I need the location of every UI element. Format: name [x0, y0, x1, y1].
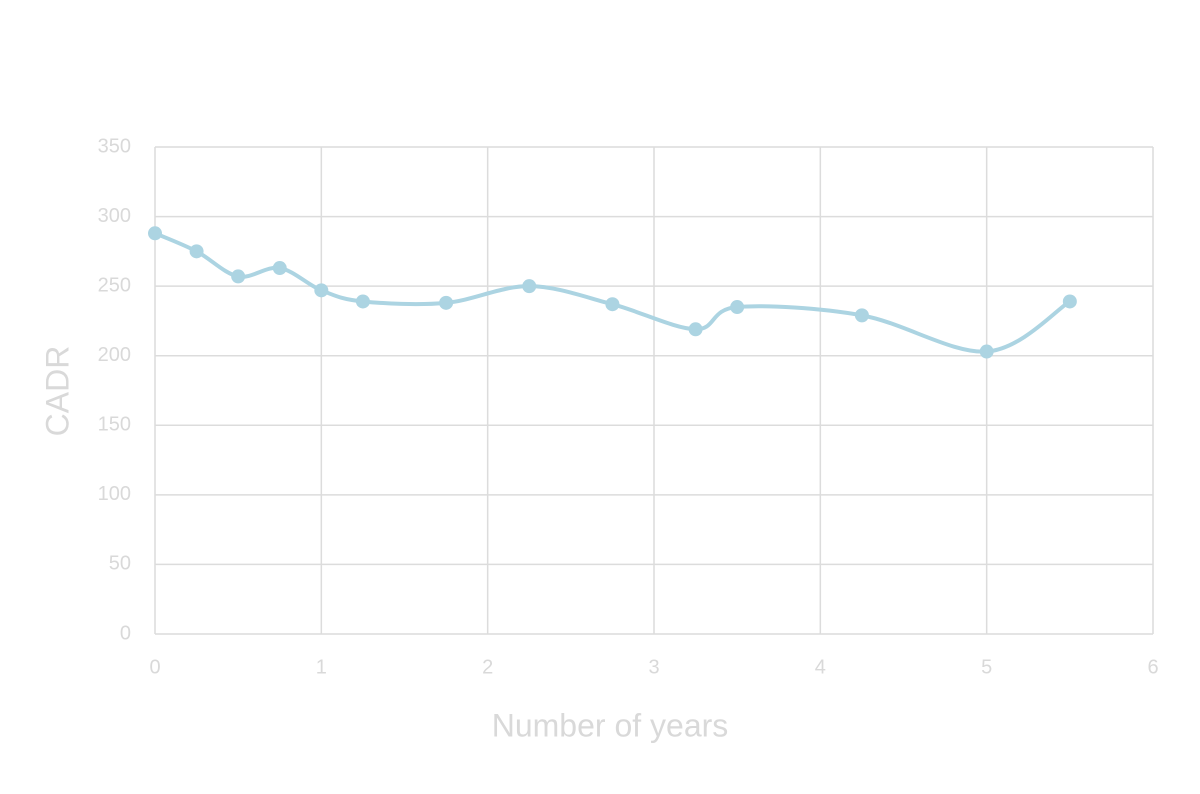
y-axis-title: CADR [39, 346, 75, 437]
y-tick-label: 100 [98, 483, 131, 505]
marker [688, 322, 703, 337]
marker [854, 308, 869, 323]
y-tick-label: 350 [98, 135, 131, 157]
y-tick-label: 200 [98, 344, 131, 366]
y-tick-label: 150 [98, 414, 131, 436]
y-tick-label: 0 [120, 622, 131, 644]
y-tick-label: 250 [98, 274, 131, 296]
marker [231, 269, 246, 284]
y-tick-label: 50 [109, 553, 131, 575]
marker [730, 300, 745, 315]
marker [355, 294, 370, 309]
x-tick-label: 6 [1147, 656, 1158, 678]
marker [439, 295, 454, 310]
marker [979, 344, 994, 359]
marker [189, 244, 204, 259]
marker [272, 261, 287, 276]
x-axis-title: Number of years [492, 707, 729, 743]
x-tick-label: 4 [815, 656, 826, 678]
x-tick-label: 2 [482, 656, 493, 678]
x-tick-label: 3 [648, 656, 659, 678]
line [154, 231, 1071, 354]
marker [148, 226, 162, 241]
marker [1062, 294, 1077, 309]
marker [605, 297, 620, 312]
y-tick-label: 300 [98, 205, 131, 227]
x-tick-label: 1 [316, 656, 327, 678]
x-tick-label: 0 [149, 656, 160, 678]
x-tick-label: 5 [981, 656, 992, 678]
marker [314, 283, 329, 298]
marker [522, 279, 537, 294]
